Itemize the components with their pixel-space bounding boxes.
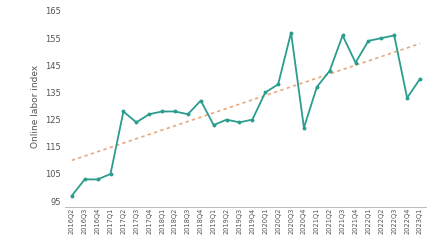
Y-axis label: Online labor index: Online labor index [32, 64, 41, 148]
